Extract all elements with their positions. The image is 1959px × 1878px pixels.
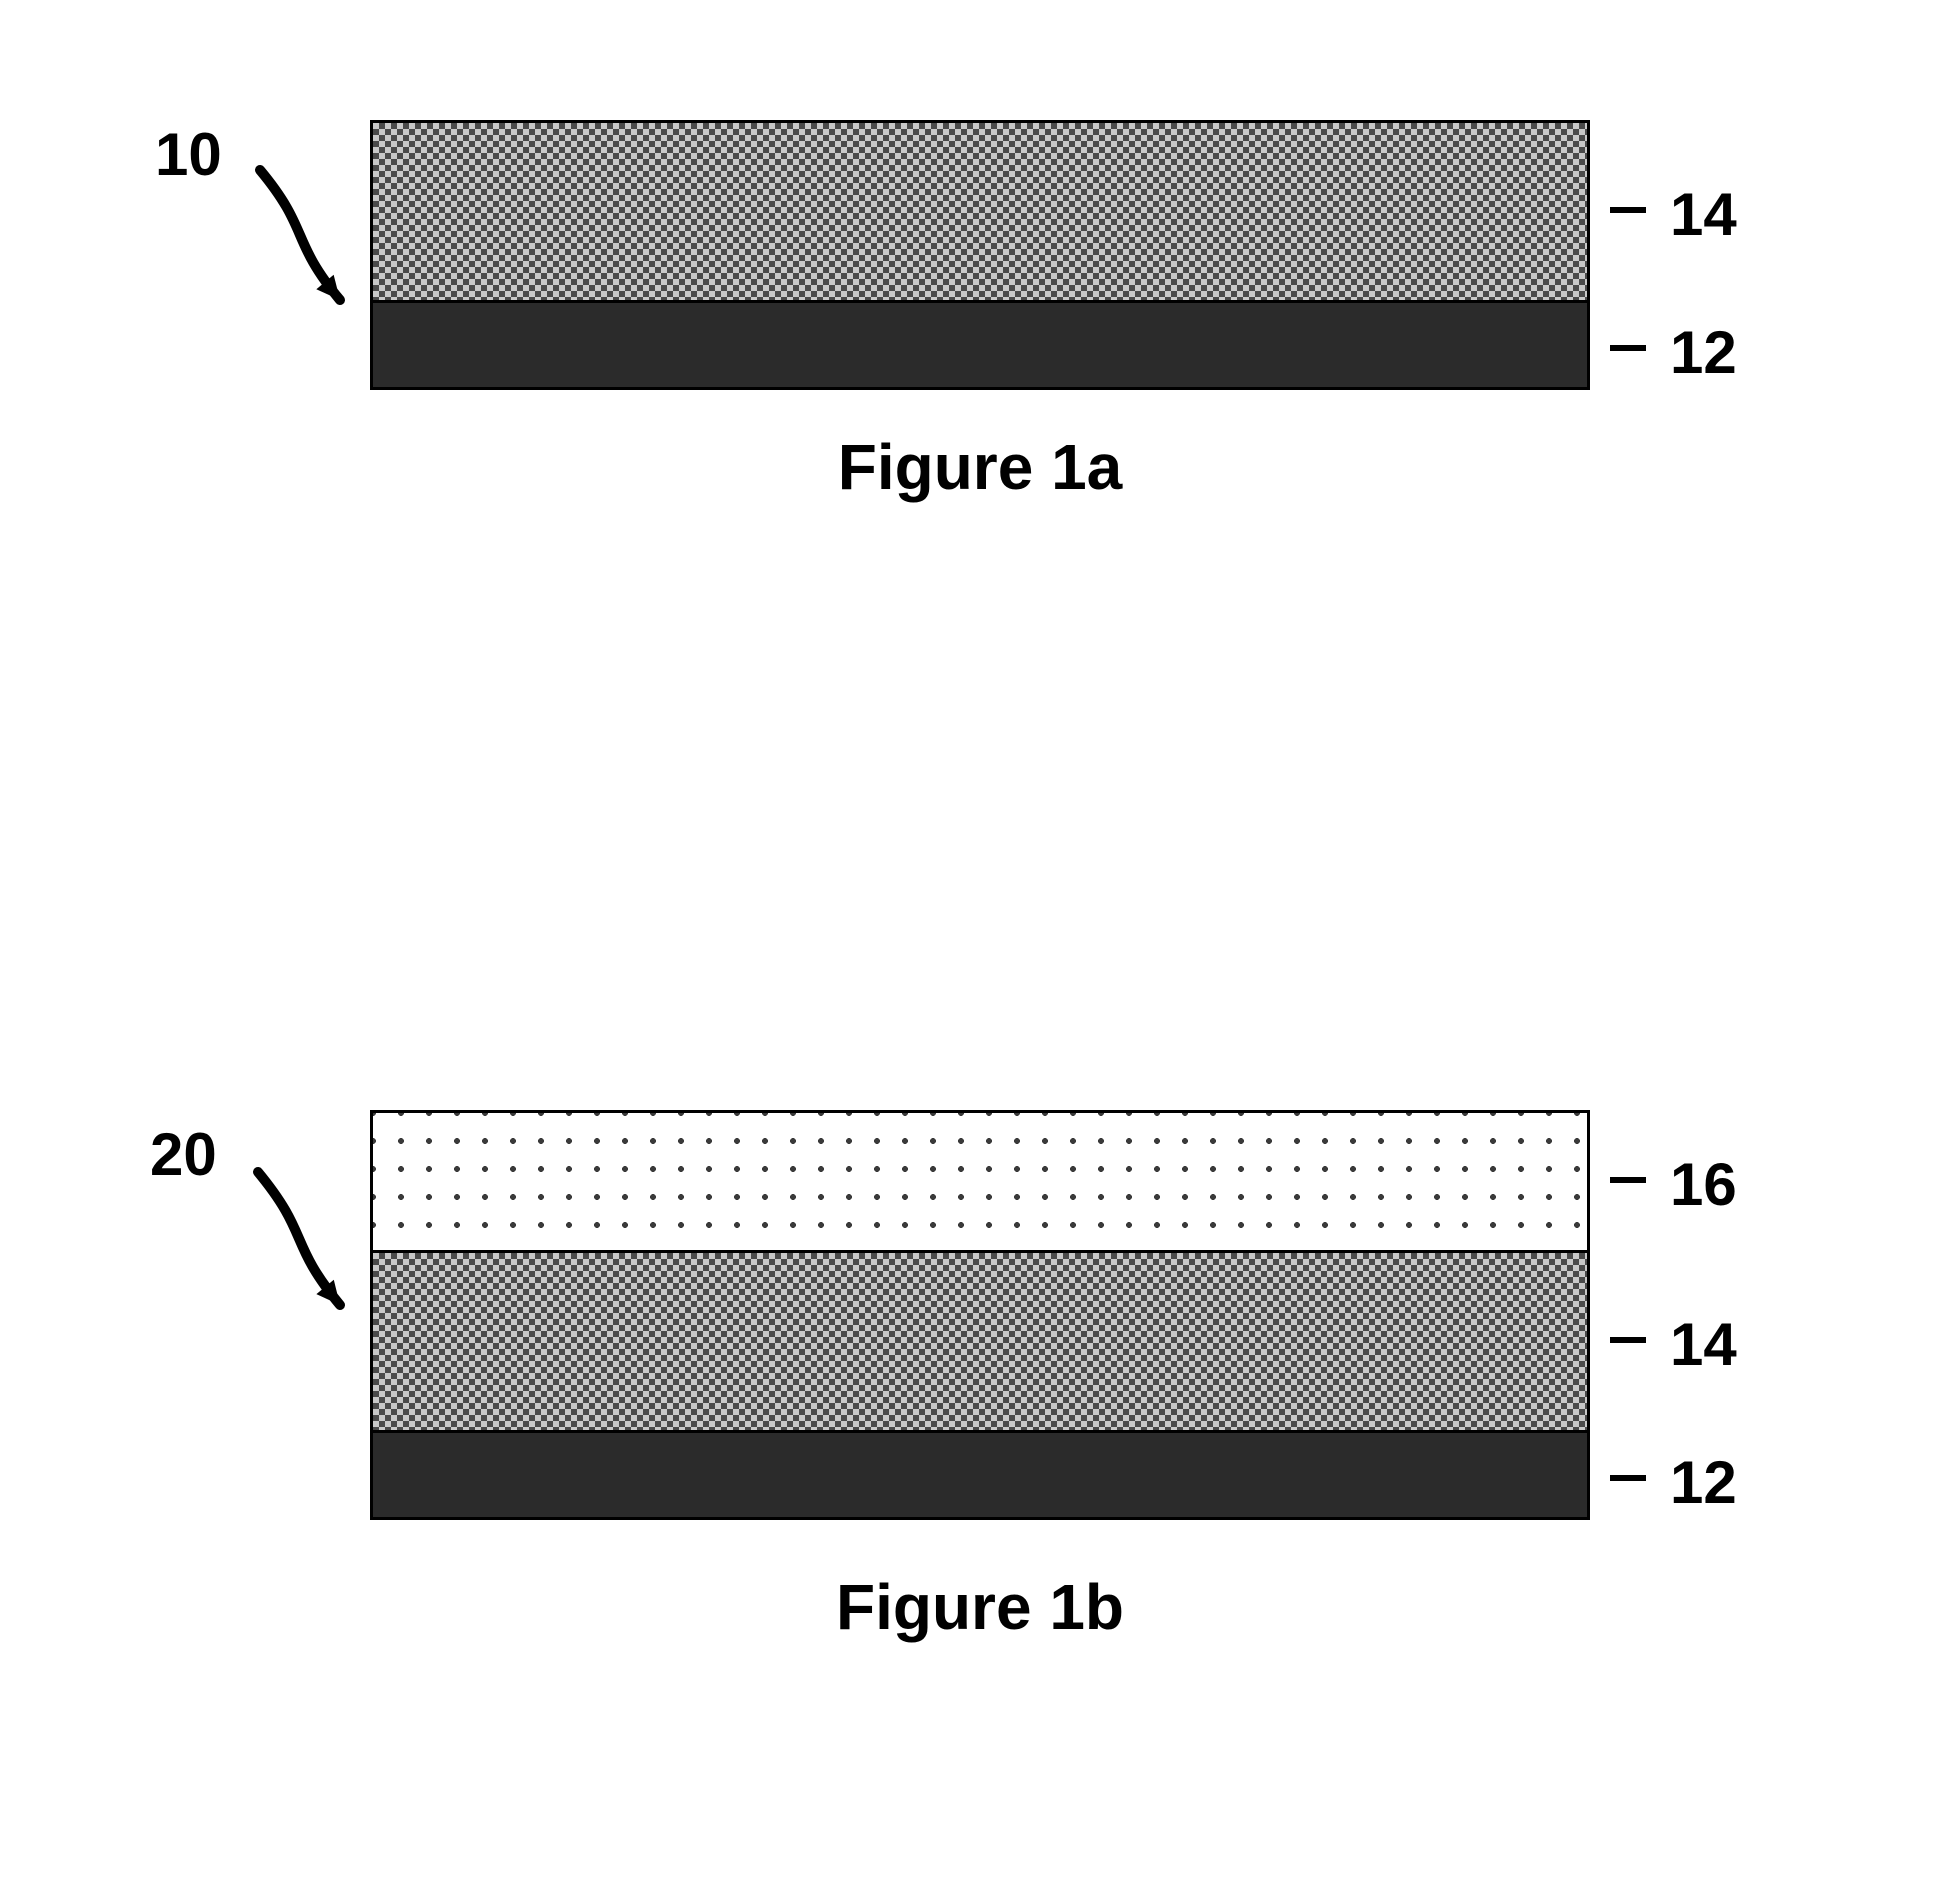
figure_a-label-14: 14 [1670,180,1737,249]
figure_a-layer-12 [370,300,1590,390]
figure_b-ref-label: 20 [150,1120,217,1189]
figure_a-tick-12 [1610,345,1646,351]
figure_b-layer-12 [370,1430,1590,1520]
figure_b-tick-12 [1610,1475,1646,1481]
figure_b-caption: Figure 1b [700,1570,1260,1644]
figure_b-ref-arrow [232,1146,366,1331]
figure_a-layer-14 [370,120,1590,303]
figure_b-layer-14 [370,1250,1590,1433]
figure_a-caption: Figure 1a [700,430,1260,504]
figure_b-tick-14 [1610,1337,1646,1343]
page: 12 14 Figure 1a 10 12 14 16 Figure 1b 20 [0,0,1959,1878]
figure_b-tick-16 [1610,1177,1646,1183]
figure_a-ref-arrow [234,144,366,326]
figure_a-ref-label: 10 [155,120,222,189]
figure_b-label-14: 14 [1670,1310,1737,1379]
figure_a-tick-14 [1610,207,1646,213]
figure_b-layer-16 [370,1110,1590,1253]
figure_a-label-12: 12 [1670,318,1737,387]
figure_b-label-12: 12 [1670,1448,1737,1517]
figure_b-label-16: 16 [1670,1150,1737,1219]
